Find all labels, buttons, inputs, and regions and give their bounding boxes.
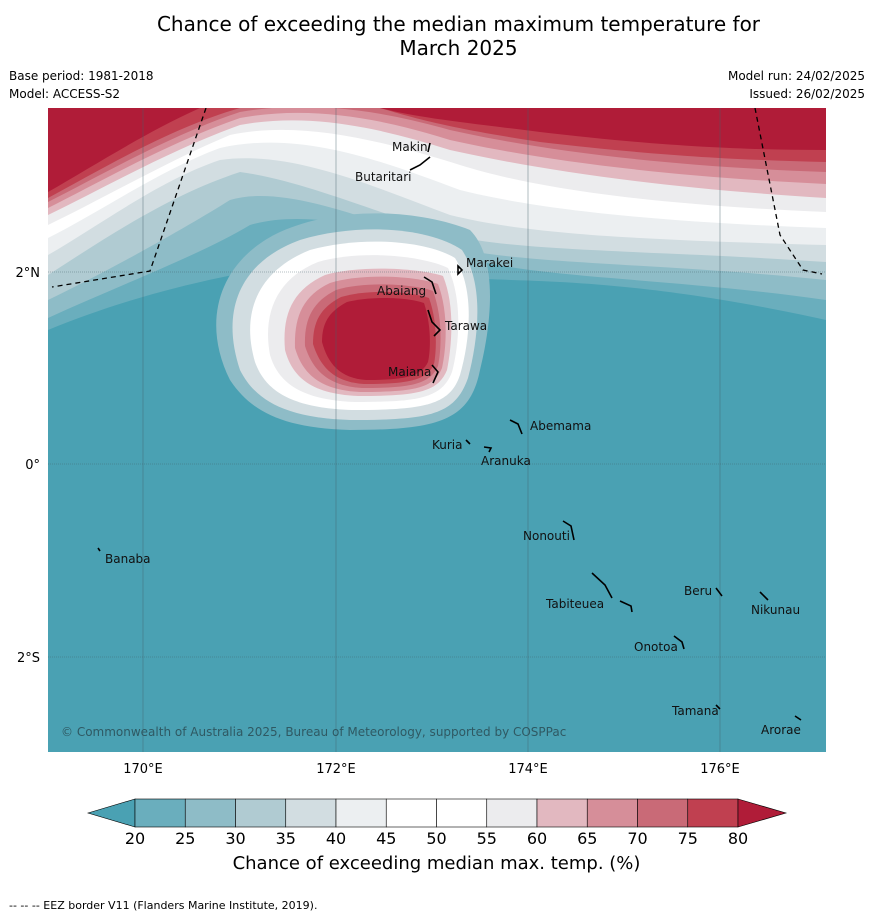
label-aranuka: Aranuka — [481, 454, 531, 468]
onotoa-outline — [673, 635, 685, 650]
tamana-outline — [715, 704, 721, 710]
lon-label-170e: 170°E — [123, 762, 163, 777]
label-arorae: Arorae — [761, 723, 801, 737]
island-outlines — [97, 142, 802, 721]
colorbar-ticks: 20 25 30 35 40 45 50 55 60 65 70 75 80 — [125, 829, 748, 848]
label-tabiteuea: Tabiteuea — [545, 597, 604, 611]
colorbar-cells — [134, 798, 739, 828]
blob-80 — [322, 297, 430, 380]
contour-80-north — [48, 108, 826, 192]
marakei-outline — [457, 264, 464, 276]
model-name: Model: ACCESS-S2 — [9, 87, 121, 101]
label-makin: Makin — [392, 140, 428, 154]
colorbar-cell — [385, 798, 437, 828]
label-beru: Beru — [684, 584, 712, 598]
colorbar-arrow-high — [737, 798, 788, 828]
colorbar-tick-label: 55 — [477, 829, 497, 848]
map-title: Chance of exceeding the median maximum t… — [0, 12, 873, 60]
colorbar-cell — [586, 798, 638, 828]
colorbar-tick-label: 70 — [627, 829, 647, 848]
colorbar-tick-label: 75 — [678, 829, 698, 848]
eez-border-west — [51, 108, 207, 288]
lat-label-2n: 2°N — [16, 266, 41, 281]
lon-label-176e: 176°E — [700, 762, 740, 777]
colorbar-tick-label: 60 — [527, 829, 547, 848]
eez-footnote: -- -- -- EEZ border V11 (Flanders Marine… — [9, 899, 318, 912]
label-butaritari: Butaritari — [355, 170, 412, 184]
butaritari-outline — [409, 156, 431, 171]
lat-label-2s: 2°S — [17, 651, 40, 666]
colorbar-tick-label: 30 — [225, 829, 245, 848]
colorbar-tick-label: 50 — [426, 829, 446, 848]
colorbar-tick-label: 20 — [125, 829, 145, 848]
colorbar-tick-label: 40 — [326, 829, 346, 848]
label-marakei: Marakei — [466, 256, 513, 270]
colorbar-cell — [285, 798, 337, 828]
lon-label-174e: 174°E — [508, 762, 548, 777]
banaba-outline — [97, 547, 101, 552]
label-abaiang: Abaiang — [377, 284, 426, 298]
colorbar-cell — [335, 798, 387, 828]
colorbar: 20 25 30 35 40 45 50 55 60 65 70 75 80 — [86, 798, 788, 848]
label-kuria: Kuria — [432, 438, 463, 452]
abaiang-outline — [423, 276, 437, 295]
issued-date: Issued: 26/02/2025 — [749, 87, 865, 101]
colorbar-cell — [184, 798, 236, 828]
label-nonouti: Nonouti — [523, 529, 570, 543]
label-abemama: Abemama — [530, 419, 591, 433]
meta-right: Model run: 24/02/2025 Issued: 26/02/2025 — [728, 67, 865, 103]
abemama-outline — [509, 419, 523, 435]
lon-label-172e: 172°E — [316, 762, 356, 777]
colorbar-tick-label: 65 — [577, 829, 597, 848]
colorbar-cell — [235, 798, 287, 828]
lon-axis: 170°E 172°E 174°E 176°E — [123, 762, 740, 777]
label-maiana: Maiana — [388, 365, 431, 379]
graticule — [142, 108, 721, 752]
colorbar-cell — [687, 798, 739, 828]
colorbar-cell — [436, 798, 488, 828]
tabiteuea-outline — [591, 572, 633, 613]
colorbar-arrow-low — [86, 798, 136, 828]
colorbar-tick-label: 25 — [175, 829, 195, 848]
copyright-notice: © Commonwealth of Australia 2025, Bureau… — [61, 725, 566, 739]
colorbar-cell — [134, 798, 186, 828]
colorbar-cell — [637, 798, 689, 828]
label-tamana: Tamana — [671, 704, 719, 718]
colorbar-tick-label: 45 — [376, 829, 396, 848]
lat-label-0: 0° — [25, 458, 40, 473]
lat-lines — [48, 271, 826, 658]
title-line-1: Chance of exceeding the median maximum t… — [156, 12, 761, 36]
eez-border — [51, 108, 823, 288]
label-tarawa: Tarawa — [444, 319, 487, 333]
kuria-outline — [465, 439, 471, 445]
colorbar-title: Chance of exceeding median max. temp. (%… — [232, 853, 641, 874]
tarawa-outline — [427, 309, 442, 337]
arorae-outline — [794, 715, 802, 721]
map-plot-area: Makin Butaritari Marakei Abaiang Tarawa … — [48, 108, 826, 752]
meta-left: Base period: 1981-2018 Model: ACCESS-S2 — [9, 67, 154, 103]
nikunau-outline — [759, 591, 769, 601]
lat-axis: 2°N 0° 2°S — [16, 266, 41, 666]
model-run: Model run: 24/02/2025 — [727, 69, 865, 83]
nonouti-outline — [562, 520, 575, 541]
colorbar-tick-label: 35 — [276, 829, 296, 848]
base-period: Base period: 1981-2018 — [9, 69, 154, 83]
aranuka-outline — [483, 446, 493, 453]
eez-border-east — [754, 108, 823, 275]
makin-outline — [427, 142, 431, 153]
colorbar-cell — [536, 798, 588, 828]
colorbar-cell — [486, 798, 538, 828]
colorbar-tick-label: 80 — [728, 829, 748, 848]
island-labels: Makin Butaritari Marakei Abaiang Tarawa … — [105, 140, 801, 737]
label-nikunau: Nikunau — [751, 603, 800, 617]
beru-outline — [715, 587, 723, 597]
label-banaba: Banaba — [105, 552, 151, 566]
title-line-2: March 2025 — [399, 36, 518, 60]
maiana-outline — [431, 364, 439, 384]
label-onotoa: Onotoa — [634, 640, 678, 654]
